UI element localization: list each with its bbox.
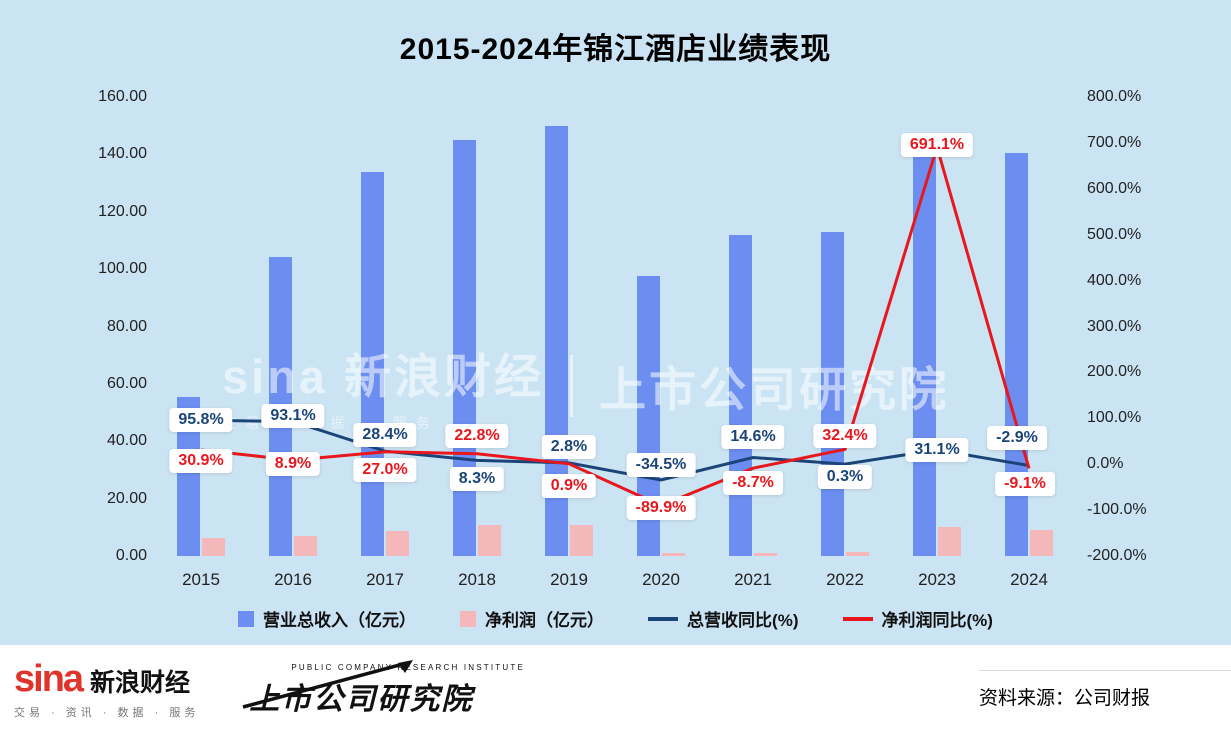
net-profit-bar xyxy=(938,527,961,556)
trend-arrow-icon xyxy=(242,659,414,709)
x-axis-label: 2017 xyxy=(366,570,404,589)
x-axis-label: 2016 xyxy=(274,570,312,589)
x-axis-label: 2023 xyxy=(918,570,956,589)
x-axis-label: 2021 xyxy=(734,570,772,589)
right-axis-tick: 200.0% xyxy=(1087,363,1142,381)
x-axis-label: 2024 xyxy=(1010,570,1048,589)
left-axis-tick: 0.00 xyxy=(115,547,147,564)
profit-growth-label: 8.9% xyxy=(265,452,321,477)
right-axis-tick: 800.0% xyxy=(1087,88,1142,105)
legend-swatch-line xyxy=(842,616,873,621)
left-axis-tick: 120.00 xyxy=(98,202,147,220)
net-profit-bar xyxy=(662,552,685,556)
revenue-growth-label: 8.3% xyxy=(449,467,505,492)
revenue-growth-label: 28.4% xyxy=(353,423,417,448)
profit-growth-label: 22.8% xyxy=(445,423,509,448)
right-axis-tick: -100.0% xyxy=(1087,501,1147,519)
x-axis-label: 2018 xyxy=(458,570,496,589)
left-axis-tick: 20.00 xyxy=(106,489,147,507)
sina-logo: sina xyxy=(14,658,84,700)
data-source: 资料来源：公司财报 xyxy=(979,670,1231,710)
sina-tagline: 交易 · 资讯 · 数据 · 服务 xyxy=(14,707,200,719)
right-axis-tick: 400.0% xyxy=(1087,271,1142,289)
net-profit-bar xyxy=(570,524,593,556)
left-axis-tick: 140.00 xyxy=(98,145,147,163)
profit-growth-label: 691.1% xyxy=(900,132,974,157)
profit-growth-label: -8.7% xyxy=(723,471,783,496)
sina-logo-row: sina 新浪财经 xyxy=(14,660,199,699)
footer: sina 新浪财经 交易 · 资讯 · 数据 · 服务 PUBLIC COMPA… xyxy=(0,645,1231,735)
revenue-growth-label: 2.8% xyxy=(541,434,597,459)
revenue-growth-label: 95.8% xyxy=(169,408,233,433)
right-axis-tick: 600.0% xyxy=(1087,179,1142,197)
profit-growth-label: 0.9% xyxy=(541,473,597,498)
revenue-growth-label: 93.1% xyxy=(261,404,325,429)
profit-growth-label: -89.9% xyxy=(626,496,696,521)
legend-item: 净利润同比(%) xyxy=(842,606,993,631)
revenue-bar xyxy=(637,276,660,556)
chart-legend: 营业总收入（亿元） 净利润（亿元） 总营收同比(%) 净利润同比(%) xyxy=(0,606,1231,631)
net-profit-bar xyxy=(478,525,501,556)
legend-item: 营业总收入（亿元） xyxy=(238,606,416,631)
legend-swatch-bar xyxy=(460,610,477,627)
net-profit-bar xyxy=(294,536,317,556)
legend-item: 总营收同比(%) xyxy=(648,606,799,631)
x-axis-label: 2020 xyxy=(642,570,680,589)
net-profit-bar xyxy=(202,537,225,556)
revenue-bar xyxy=(177,397,200,556)
revenue-growth-line xyxy=(200,418,1030,482)
profit-growth-label: 30.9% xyxy=(169,449,233,474)
right-axis-tick: 0.0% xyxy=(1087,455,1124,473)
chart-title: 2015-2024年锦江酒店业绩表现 xyxy=(399,33,832,66)
institute-name-cn: 上市公司研究院 xyxy=(249,682,474,716)
revenue-growth-label: -34.5% xyxy=(626,453,696,478)
left-axis-tick: 160.00 xyxy=(98,88,147,105)
right-axis-tick: -200.0% xyxy=(1087,547,1147,564)
profit-growth-line xyxy=(200,141,1031,508)
x-axis-label: 2022 xyxy=(826,570,864,589)
legend-label: 总营收同比(%) xyxy=(687,611,799,630)
net-profit-bar xyxy=(1030,529,1053,556)
revenue-growth-label: 0.3% xyxy=(817,465,873,490)
right-axis-tick: 500.0% xyxy=(1087,225,1142,243)
revenue-growth-label: -2.9% xyxy=(987,425,1047,450)
profit-growth-label: 27.0% xyxy=(353,457,417,482)
net-profit-bar xyxy=(386,530,409,556)
revenue-bar xyxy=(1005,152,1028,556)
sina-finance-label: 新浪财经 xyxy=(90,669,191,697)
left-axis-tick: 60.00 xyxy=(106,374,147,392)
x-axis-label: 2015 xyxy=(182,570,220,589)
right-axis-tick: 100.0% xyxy=(1087,409,1142,427)
data-source-value: 公司财报 xyxy=(1074,688,1151,709)
legend-swatch-line xyxy=(648,616,679,621)
profit-growth-label: 32.4% xyxy=(813,424,877,449)
revenue-growth-label: 14.6% xyxy=(721,425,785,450)
legend-label: 净利润同比(%) xyxy=(881,611,993,630)
data-source-label: 资料来源： xyxy=(979,688,1075,709)
institute-name-en: PUBLIC COMPANY RESEARCH INSTITUTE xyxy=(291,662,525,672)
net-profit-bar xyxy=(846,552,869,556)
right-axis-tick: 300.0% xyxy=(1087,317,1142,335)
net-profit-bar xyxy=(754,553,777,556)
institute-logo-block: PUBLIC COMPANY RESEARCH INSTITUTE 上市公司研究… xyxy=(239,659,525,718)
left-axis-tick: 40.00 xyxy=(106,432,147,450)
revenue-growth-label: 31.1% xyxy=(905,437,969,462)
legend-label: 营业总收入（亿元） xyxy=(263,611,417,630)
legend-label: 净利润（亿元） xyxy=(485,611,605,630)
legend-item: 净利润（亿元） xyxy=(460,606,604,631)
profit-growth-label: -9.1% xyxy=(995,472,1055,497)
left-axis-tick: 80.00 xyxy=(106,317,147,335)
x-axis-label: 2019 xyxy=(550,570,588,589)
left-axis-tick: 100.00 xyxy=(98,260,147,278)
sina-logo-block: sina 新浪财经 交易 · 资讯 · 数据 · 服务 xyxy=(14,660,199,720)
legend-swatch-bar xyxy=(238,610,255,627)
right-axis-tick: 700.0% xyxy=(1087,133,1142,151)
